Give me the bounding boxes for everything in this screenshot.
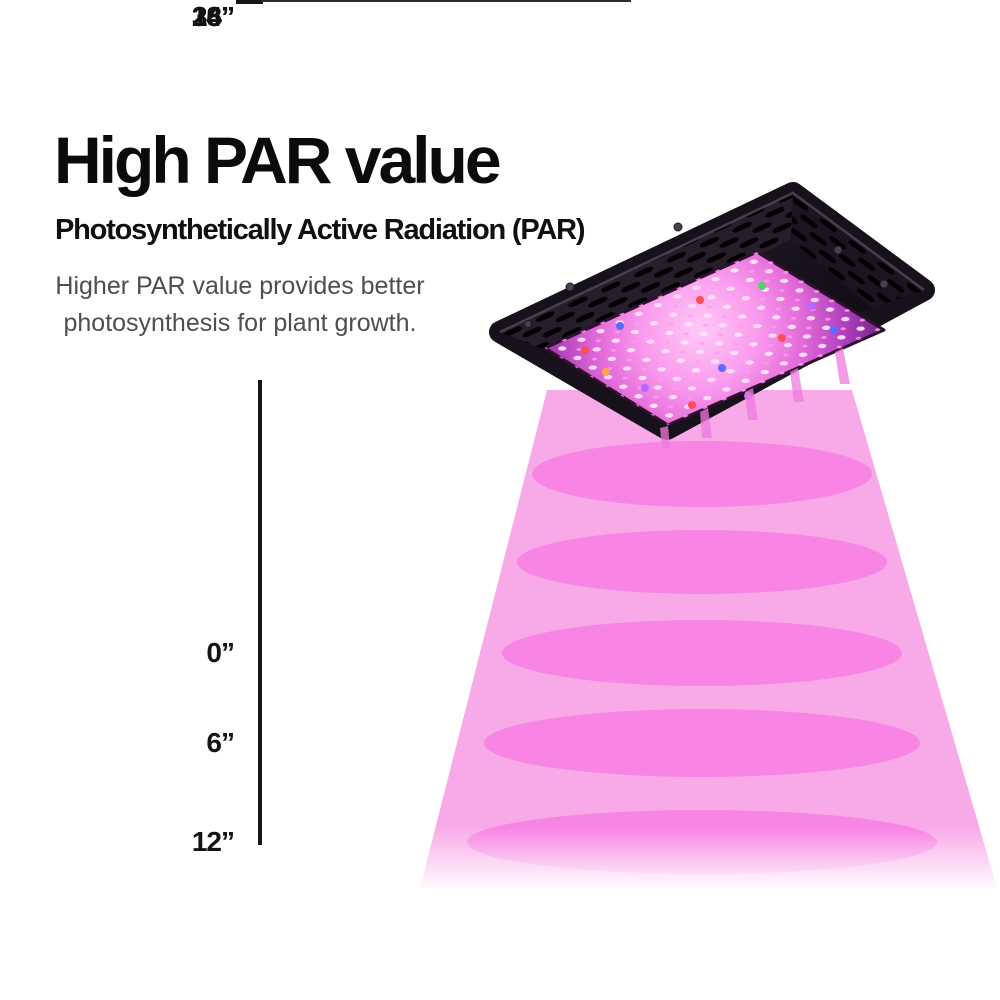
lamp-edge-highlight: [499, 191, 925, 334]
par-ellipse-36in: [467, 810, 937, 874]
screw-icon: [524, 222, 889, 328]
led-color-dots: [581, 282, 838, 409]
par-ellipse-12in: [517, 530, 887, 594]
grow-light-photo: [489, 182, 935, 448]
tick-mark: [236, 0, 263, 4]
par-ellipse-24in: [484, 709, 920, 777]
par-value: 1020: [706, 0, 775, 17]
tick-label-12in: 12”: [191, 826, 235, 857]
tick-label-0in: 0”: [206, 637, 235, 668]
light-cone: [420, 390, 997, 888]
par-ellipse-18in: [502, 620, 902, 686]
par-value: 581: [706, 0, 757, 17]
par-value: 204: [706, 0, 757, 17]
led-panel: [543, 250, 886, 448]
distance-line: [261, 0, 631, 2]
par-ellipse-6in: [532, 441, 872, 507]
bullet-icon: [681, 0, 693, 6]
tick-label-6in: 6”: [206, 727, 235, 758]
par-value: 2376: [706, 0, 775, 17]
tick-label-24in: 24”: [191, 1, 235, 32]
par-value-row-36in: 204: [681, 0, 757, 17]
description: Higher PAR value provides better photosy…: [55, 268, 425, 342]
par-value: 360: [706, 0, 757, 17]
tick-label-18in: 18”: [191, 1, 235, 32]
description-line-1: Higher PAR value provides better: [55, 272, 425, 300]
light-streaks: [660, 348, 850, 448]
page-subtitle: Photosynthetically Active Radiation (PAR…: [55, 214, 585, 246]
scale-axis-line: [258, 380, 262, 845]
page-title: High PAR value: [54, 123, 502, 197]
description-line-2: photosynthesis for plant growth.: [63, 309, 417, 337]
tick-label-36in: 36”: [191, 1, 235, 32]
